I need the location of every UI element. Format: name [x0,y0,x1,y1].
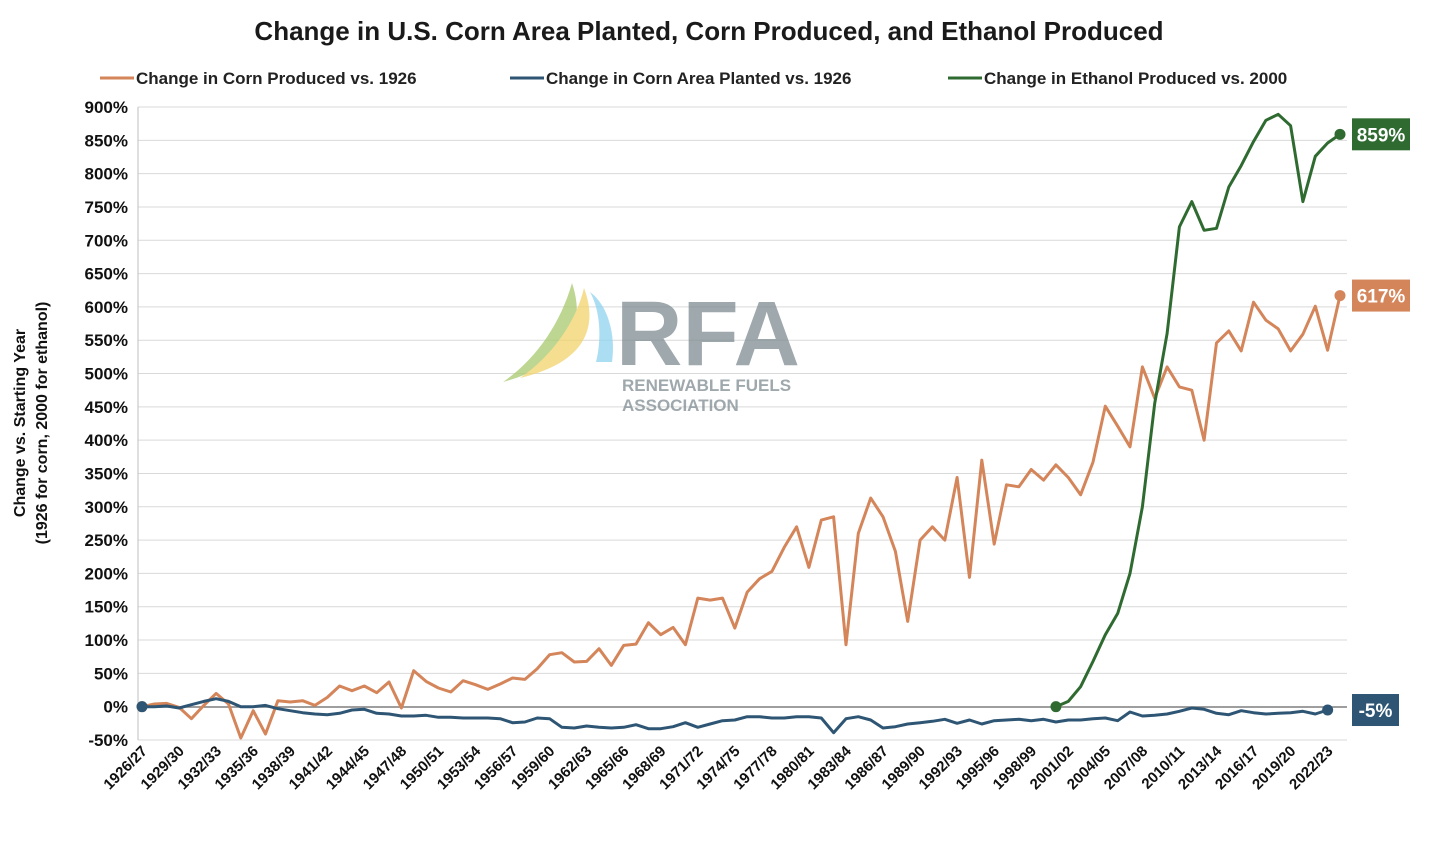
y-tick-label: 50% [94,664,128,683]
y-tick-label: 700% [85,231,128,250]
y-tick-label: 100% [85,631,128,650]
y-tick-label: 500% [85,365,128,384]
series-line [1054,112,1342,709]
y-axis-label-line1: Change vs. Starting Year [12,329,29,517]
logo-swoosh-blue [590,292,614,362]
y-tick-label: -50% [88,731,128,750]
legend-label: Change in Ethanol Produced vs. 2000 [984,69,1287,88]
legend-label: Change in Corn Produced vs. 1926 [136,69,417,88]
end-label-box [1352,279,1410,312]
rfa-logo: RFA RENEWABLE FUELS ASSOCIATION [503,283,800,415]
y-tick-label: 400% [85,431,128,450]
y-tick-label: 600% [85,298,128,317]
end-label-box [1352,118,1410,151]
logo-swoosh-yellow [520,288,590,378]
series-line [140,697,1330,735]
y-tick-label: 450% [85,398,128,417]
y-tick-label: 650% [85,265,128,284]
legend: Change in Corn Produced vs. 1926 Change i… [100,69,1287,88]
y-tick-label: 550% [85,331,128,350]
logo-line2: ASSOCIATION [622,396,739,415]
end-label: -5% [1359,701,1393,722]
y-tick-label: 750% [85,198,128,217]
series-line [140,294,1342,740]
y-axis-label-line2: (1926 for corn, 2000 for ethanol) [34,302,51,545]
logo-rfa-letters: RFA [616,283,800,385]
end-label: 859% [1357,125,1406,146]
y-axis-label: Change vs. Starting Year (1926 for corn,… [12,302,51,545]
logo-line1: RENEWABLE FUELS [622,376,791,395]
y-tick-label: 850% [85,131,128,150]
y-axis-ticks: -50% 0% 50% 100% 150% 200% 250% 300% 350% 400% 450… [85,98,128,750]
series-end-marker [1322,704,1334,716]
series-end-marker [1334,290,1346,302]
series-end-marker [1334,128,1346,140]
series-start-marker [1050,701,1062,713]
y-tick-label: 800% [85,165,128,184]
y-tick-label: 200% [85,564,128,583]
chart-title: Change in U.S. Corn Area Planted, Corn P… [254,16,1163,46]
end-labels: 617% -5% 859% [1352,118,1410,727]
end-label: 617% [1357,287,1406,308]
y-tick-label: 300% [85,498,128,517]
y-tick-label: 350% [85,464,128,483]
gridlines [138,106,1347,741]
y-tick-label: 900% [85,98,128,117]
series-start-marker [136,701,148,713]
x-axis-ticks: 1926/271929/301932/331935/361938/391941/… [100,742,1336,793]
y-tick-label: 0% [103,698,128,717]
legend-label: Change in Corn Area Planted vs. 1926 [546,69,851,88]
y-tick-label: 250% [85,531,128,550]
end-label-box [1352,694,1399,727]
series-lines [136,112,1346,740]
y-tick-label: 150% [85,598,128,617]
